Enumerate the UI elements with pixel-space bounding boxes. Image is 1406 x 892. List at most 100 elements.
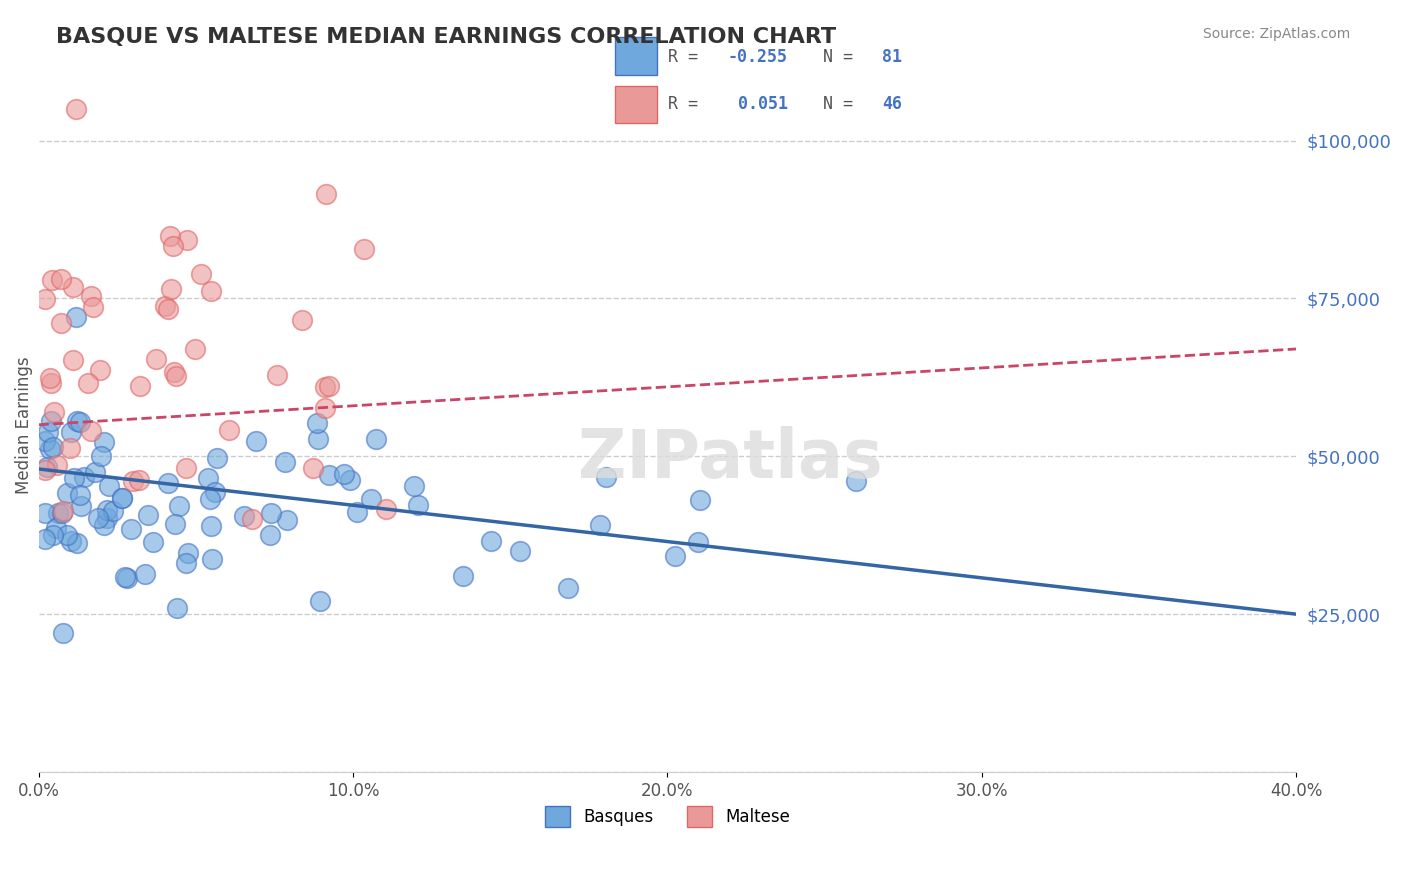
Point <box>82 300 104 314</box>
Point <box>98 479 121 493</box>
Text: -0.255: -0.255 <box>728 48 787 66</box>
Text: 0.051: 0.051 <box>728 95 787 112</box>
Point <box>79 424 101 438</box>
Point <box>588 517 610 532</box>
Point <box>402 479 425 493</box>
Point <box>66 536 89 550</box>
Point <box>509 543 531 558</box>
Point <box>38 442 60 456</box>
Point <box>114 570 136 584</box>
Point <box>69 499 91 513</box>
Text: 46: 46 <box>883 95 903 112</box>
Point <box>218 423 240 437</box>
Point <box>122 474 145 488</box>
Point <box>66 414 89 428</box>
Point <box>153 300 176 314</box>
Point <box>353 242 375 256</box>
Point <box>205 450 228 465</box>
Point <box>62 353 84 368</box>
Point <box>34 506 56 520</box>
Point <box>197 471 219 485</box>
Point <box>200 284 222 298</box>
FancyBboxPatch shape <box>616 86 658 123</box>
Point <box>190 267 212 281</box>
Point <box>42 404 65 418</box>
Point <box>302 460 325 475</box>
Point <box>87 511 110 525</box>
Point <box>34 463 56 477</box>
Point <box>333 467 356 482</box>
Point <box>120 522 142 536</box>
Point <box>162 239 184 253</box>
Point <box>307 432 329 446</box>
Legend: Basques, Maltese: Basques, Maltese <box>538 799 797 833</box>
Point <box>34 434 56 449</box>
Text: Source: ZipAtlas.com: Source: ZipAtlas.com <box>1202 27 1350 41</box>
Point <box>49 272 72 286</box>
Text: N =: N = <box>823 48 862 66</box>
Point <box>204 484 226 499</box>
Point <box>134 567 156 582</box>
Point <box>39 376 62 391</box>
Point <box>167 499 190 513</box>
Point <box>93 434 115 449</box>
Point <box>52 504 75 518</box>
Point <box>63 471 86 485</box>
Point <box>51 506 73 520</box>
Point <box>184 342 207 356</box>
Point <box>664 549 686 563</box>
Point <box>93 517 115 532</box>
Point <box>318 378 340 392</box>
Point <box>305 416 328 430</box>
Point <box>46 506 69 520</box>
Point <box>156 302 179 317</box>
Text: BASQUE VS MALTESE MEDIAN EARNINGS CORRELATION CHART: BASQUE VS MALTESE MEDIAN EARNINGS CORREL… <box>56 27 837 46</box>
Point <box>37 425 59 439</box>
Point <box>845 474 868 488</box>
Point <box>41 273 63 287</box>
Point <box>314 380 336 394</box>
Point <box>156 476 179 491</box>
Point <box>111 491 134 506</box>
Point <box>166 601 188 615</box>
Point <box>128 473 150 487</box>
Point <box>56 486 79 500</box>
Point <box>309 594 332 608</box>
Y-axis label: Median Earnings: Median Earnings <box>15 356 32 493</box>
Point <box>38 371 60 385</box>
Point <box>240 512 263 526</box>
Point <box>52 626 75 640</box>
Point <box>45 521 67 535</box>
Point <box>39 414 62 428</box>
Point <box>37 460 59 475</box>
Point <box>315 187 337 202</box>
Point <box>364 432 387 446</box>
Point <box>136 508 159 523</box>
Point <box>90 449 112 463</box>
Point <box>101 504 124 518</box>
Point <box>42 528 65 542</box>
Point <box>46 458 69 473</box>
Point <box>69 415 91 429</box>
Point <box>481 534 503 549</box>
Point <box>34 293 56 307</box>
Point <box>115 571 138 585</box>
Point <box>360 491 382 506</box>
Point <box>259 528 281 542</box>
Point <box>176 233 198 247</box>
Point <box>557 581 579 595</box>
Point <box>163 517 186 532</box>
Point <box>177 545 200 559</box>
Point <box>595 469 617 483</box>
Point <box>318 467 340 482</box>
Point <box>276 513 298 527</box>
Point <box>142 534 165 549</box>
Point <box>232 508 254 523</box>
Point <box>56 527 79 541</box>
Point <box>201 552 224 566</box>
Point <box>163 364 186 378</box>
Point <box>245 434 267 449</box>
Point <box>165 368 187 383</box>
Text: ZIPatlas: ZIPatlas <box>578 426 883 492</box>
Point <box>49 316 72 330</box>
